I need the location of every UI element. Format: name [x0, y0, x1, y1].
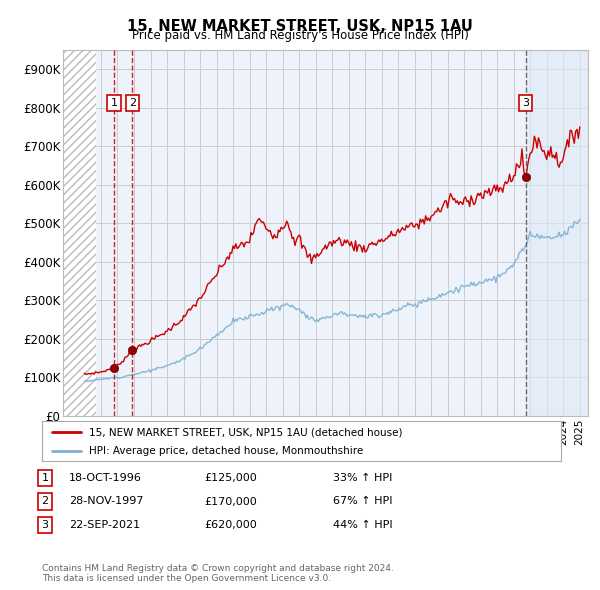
Text: £620,000: £620,000 — [204, 520, 257, 530]
Text: 3: 3 — [41, 520, 49, 530]
Text: 33% ↑ HPI: 33% ↑ HPI — [333, 473, 392, 483]
Bar — [526, 50, 588, 416]
Text: £170,000: £170,000 — [204, 497, 257, 506]
Text: 44% ↑ HPI: 44% ↑ HPI — [333, 520, 392, 530]
Text: 67% ↑ HPI: 67% ↑ HPI — [333, 497, 392, 506]
Text: 18-OCT-1996: 18-OCT-1996 — [69, 473, 142, 483]
Text: 22-SEP-2021: 22-SEP-2021 — [69, 520, 140, 530]
Text: 15, NEW MARKET STREET, USK, NP15 1AU (detached house): 15, NEW MARKET STREET, USK, NP15 1AU (de… — [89, 427, 402, 437]
Text: 28-NOV-1997: 28-NOV-1997 — [69, 497, 143, 506]
Text: 15, NEW MARKET STREET, USK, NP15 1AU: 15, NEW MARKET STREET, USK, NP15 1AU — [127, 19, 473, 34]
Text: 3: 3 — [522, 98, 529, 108]
Text: Price paid vs. HM Land Registry's House Price Index (HPI): Price paid vs. HM Land Registry's House … — [131, 30, 469, 42]
Text: HPI: Average price, detached house, Monmouthshire: HPI: Average price, detached house, Monm… — [89, 445, 363, 455]
Text: £125,000: £125,000 — [204, 473, 257, 483]
Bar — [63, 50, 96, 416]
Text: 2: 2 — [129, 98, 136, 108]
Text: Contains HM Land Registry data © Crown copyright and database right 2024.
This d: Contains HM Land Registry data © Crown c… — [42, 563, 394, 583]
Text: 2: 2 — [41, 497, 49, 506]
Text: 1: 1 — [110, 98, 118, 108]
Text: 1: 1 — [41, 473, 49, 483]
